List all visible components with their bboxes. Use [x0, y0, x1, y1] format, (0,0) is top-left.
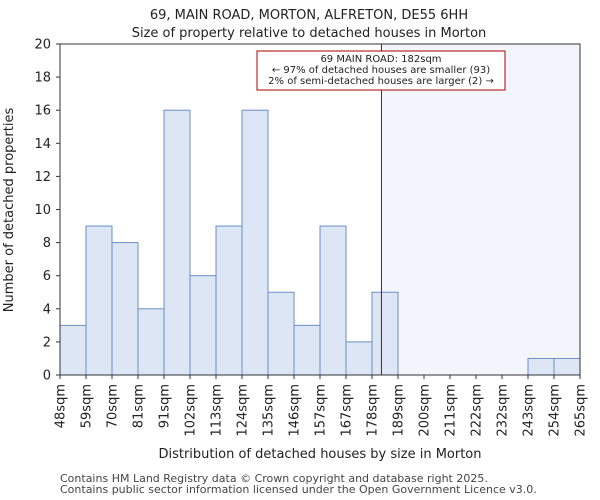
- y-tick-label-2: 2: [43, 335, 51, 350]
- x-tick-label-265sqm: 265sqm: [574, 384, 589, 437]
- y-axis-ticks: 0 2 4 6 8 10 12 14 16 18 20: [34, 38, 60, 384]
- chart-title: 69, MAIN ROAD, MORTON, ALFRETON, DE55 6H…: [150, 8, 468, 23]
- x-tick-label-200sqm: 200sqm: [418, 384, 433, 437]
- annotation-line-1: 69 MAIN ROAD: 182sqm: [320, 54, 441, 65]
- x-tick-label-124sqm: 124sqm: [236, 384, 251, 437]
- annotation-box: [256, 50, 506, 91]
- x-axis-title: Distribution of detached houses by size …: [158, 447, 481, 462]
- bar-124sqm: [241, 109, 269, 376]
- y-tick-label-10: 10: [34, 203, 51, 218]
- y-tick-label-18: 18: [34, 71, 51, 86]
- bar-91sqm: [163, 109, 191, 376]
- bar-48sqm: [59, 324, 87, 376]
- x-tick-label-189sqm: 189sqm: [392, 384, 407, 437]
- x-tick-label-178sqm: 178sqm: [366, 384, 381, 437]
- bar-59sqm: [85, 225, 113, 376]
- x-tick-label-81sqm: 81sqm: [132, 384, 147, 428]
- property-annotation: 69 MAIN ROAD: 182sqm ← 97% of detached h…: [256, 50, 506, 91]
- bar-81sqm: [137, 308, 165, 376]
- x-axis-ticks: 48sqm 59sqm 70sqm 81sqm 91sqm 102sqm 113sqm 124…: [54, 375, 589, 437]
- bar-102sqm: [189, 275, 217, 376]
- y-tick-label-14: 14: [34, 137, 51, 152]
- x-tick-label-243sqm: 243sqm: [522, 384, 537, 437]
- x-tick-label-113sqm: 113sqm: [210, 384, 225, 437]
- x-tick-label-232sqm: 232sqm: [496, 384, 511, 437]
- y-tick-label-0: 0: [43, 369, 51, 384]
- annotation-line-3: 2% of semi-detached houses are larger (2…: [268, 76, 494, 87]
- y-tick-label-6: 6: [43, 269, 51, 284]
- x-tick-label-48sqm: 48sqm: [54, 384, 69, 428]
- x-tick-label-146sqm: 146sqm: [288, 384, 303, 437]
- bar-167sqm: [345, 341, 373, 376]
- x-tick-label-59sqm: 59sqm: [80, 384, 95, 428]
- y-tick-label-12: 12: [34, 170, 51, 185]
- x-tick-label-211sqm: 211sqm: [444, 384, 459, 437]
- bars-group: [59, 109, 581, 376]
- x-tick-label-167sqm: 167sqm: [340, 384, 355, 437]
- y-tick-label-4: 4: [43, 302, 51, 317]
- bar-157sqm: [319, 225, 347, 376]
- footer-copyright: Contains HM Land Registry data © Crown c…: [60, 472, 488, 485]
- x-tick-label-102sqm: 102sqm: [184, 384, 199, 437]
- bar-178sqm: [371, 291, 399, 376]
- x-tick-label-135sqm: 135sqm: [262, 384, 277, 437]
- annotation-line-2: ← 97% of detached houses are smaller (93…: [272, 65, 490, 76]
- bar-243sqm: [527, 357, 555, 376]
- bar-146sqm: [293, 324, 321, 376]
- y-tick-label-8: 8: [43, 236, 51, 251]
- bar-70sqm: [111, 242, 139, 376]
- footer-licence: Contains public sector information licen…: [60, 483, 537, 496]
- bar-135sqm: [267, 291, 295, 376]
- x-tick-label-254sqm: 254sqm: [548, 384, 563, 437]
- chart-subtitle: Size of property relative to detached ho…: [132, 26, 487, 41]
- x-tick-label-70sqm: 70sqm: [106, 384, 121, 428]
- x-tick-label-91sqm: 91sqm: [158, 384, 173, 428]
- bar-113sqm: [215, 225, 243, 376]
- y-axis-title: Number of detached properties: [2, 108, 17, 313]
- x-tick-label-157sqm: 157sqm: [314, 384, 329, 437]
- y-tick-label-20: 20: [34, 38, 51, 53]
- x-tick-label-222sqm: 222sqm: [470, 384, 485, 437]
- larger-than-property-shading: [381, 44, 580, 375]
- bar-254sqm: [553, 357, 581, 376]
- y-tick-label-16: 16: [34, 104, 51, 119]
